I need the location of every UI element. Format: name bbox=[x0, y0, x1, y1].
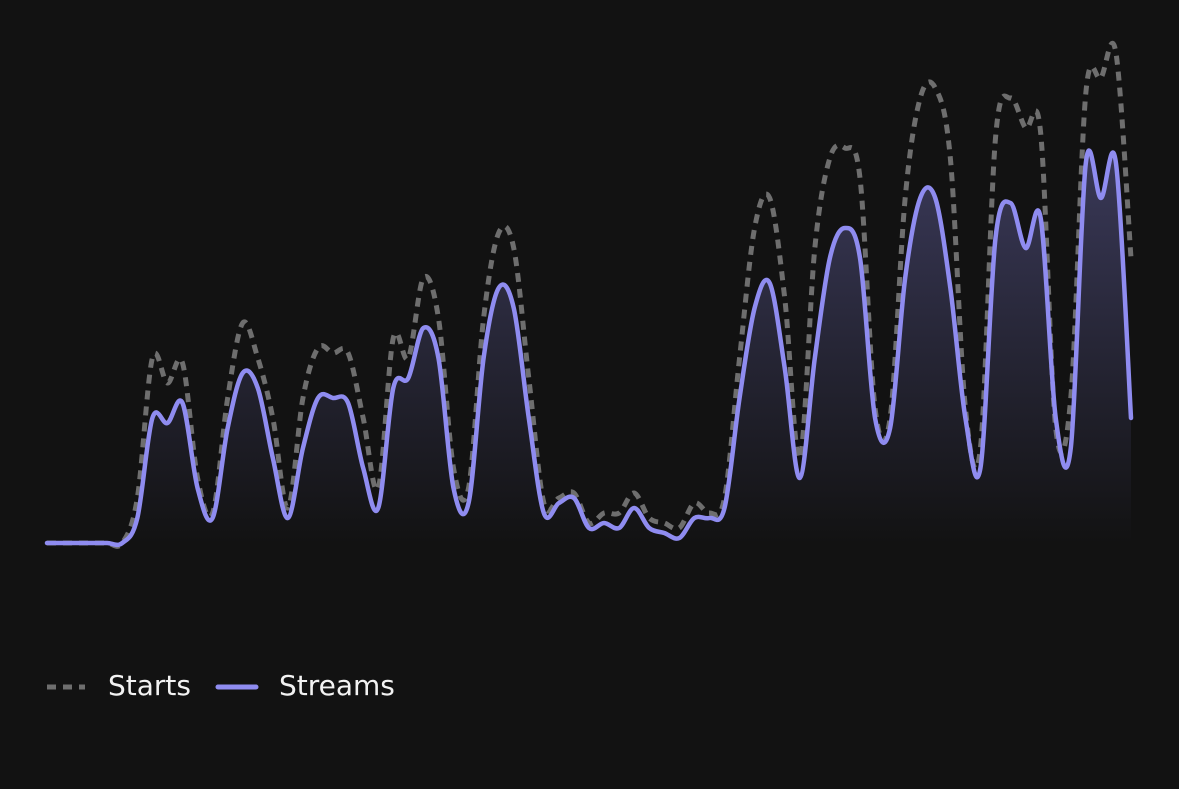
area bbox=[47, 150, 1131, 545]
legend-label: Starts bbox=[108, 669, 191, 702]
line bbox=[44, 148, 1134, 548]
legend-label: Streams bbox=[279, 669, 395, 702]
